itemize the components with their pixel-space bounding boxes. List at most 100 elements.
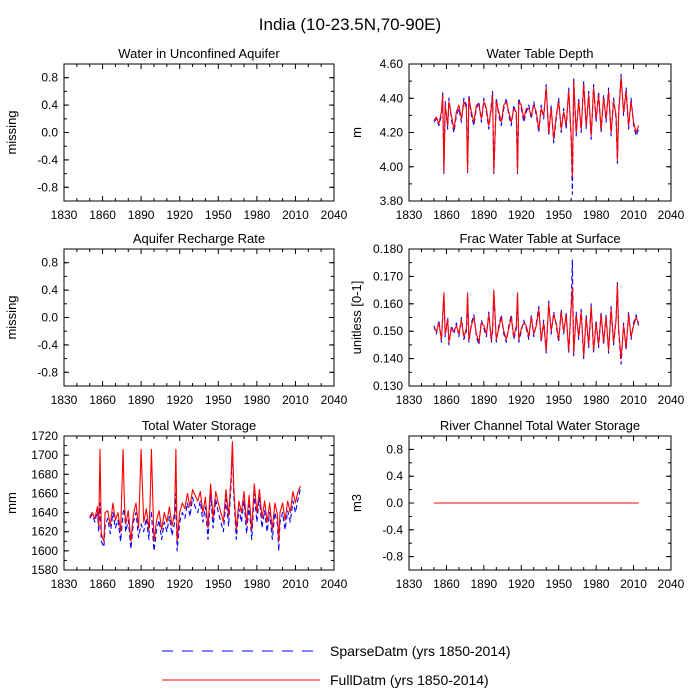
x-tick-label: 2040: [658, 577, 685, 591]
y-tick-label: 0.8: [386, 442, 403, 456]
y-tick-label: 0.0: [41, 126, 58, 140]
x-tick-label: 1980: [583, 577, 610, 591]
x-tick-label: 1890: [128, 393, 155, 407]
x-tick-label: 2010: [620, 577, 647, 591]
plot-frame: [63, 435, 335, 571]
y-tick-label: 0.180: [373, 242, 403, 256]
y-tick-label: 0.170: [373, 269, 403, 283]
series-line-fulldatm: [433, 284, 640, 360]
x-tick-label: 2010: [282, 393, 309, 407]
legend-full-label: FullDatm (yrs 1850-2014): [330, 672, 489, 688]
plot-frame: [408, 63, 672, 202]
x-tick-label: 1830: [396, 577, 423, 591]
legend: SparseDatm (yrs 1850-2014) FullDatm (yrs…: [162, 643, 511, 688]
x-tick-label: 1950: [205, 393, 232, 407]
y-tick-label: 3.80: [380, 194, 404, 208]
panel-2: Water Table Depth m 1830 1860 1890 1920 1950 19…: [349, 46, 685, 222]
y-tick-label: 0.160: [373, 297, 403, 311]
panel-title: Water in Unconfined Aquifer: [118, 46, 280, 61]
panel-title: River Channel Total Water Storage: [440, 418, 640, 433]
x-tick-label: 1920: [508, 208, 535, 222]
series-line-fulldatm: [433, 77, 640, 178]
panel-3: Aquifer Recharge Rate missing 1830 1860 1890…: [4, 231, 348, 407]
x-tick-label: 1950: [205, 208, 232, 222]
plot-frame: [408, 435, 672, 571]
x-tick-label: 1830: [396, 208, 423, 222]
x-tick-label: 1890: [128, 577, 155, 591]
y-tick-label: 1660: [31, 486, 58, 500]
panels: Water in Unconfined Aquifer missing 1830 18…: [4, 46, 685, 591]
y-tick-label: 0.4: [41, 98, 58, 112]
x-tick-label: 1830: [51, 577, 78, 591]
plot-frame: [408, 248, 672, 387]
y-tick-label: 4.00: [380, 160, 404, 174]
y-tick-label: 1620: [31, 525, 58, 539]
panel-4: Frac Water Table at Surface unitless [0-1…: [349, 231, 685, 407]
y-tick-label: 4.60: [380, 57, 404, 71]
panel-title: Frac Water Table at Surface: [459, 231, 620, 246]
x-tick-label: 1980: [583, 208, 610, 222]
y-tick-label: -0.8: [382, 550, 403, 564]
x-tick-label: 1920: [166, 577, 193, 591]
y-tick-label: 0.8: [41, 256, 58, 270]
y-tick-label: 1640: [31, 506, 58, 520]
plot-frame: [63, 63, 335, 202]
y-tick-label: 0.4: [386, 469, 403, 483]
legend-sparse-label: SparseDatm (yrs 1850-2014): [330, 643, 511, 659]
x-tick-label: 1860: [433, 393, 460, 407]
x-tick-label: 1980: [244, 577, 271, 591]
x-tick-label: 2010: [620, 393, 647, 407]
panel-5: Total Water Storage mm 1830 1860 1890 1920 195…: [4, 418, 348, 591]
panel-6: River Channel Total Water Storage m3 1830 1…: [349, 418, 685, 591]
x-tick-label: 1830: [396, 393, 423, 407]
y-axis-label: unitless [0-1]: [349, 281, 364, 355]
x-tick-label: 1830: [51, 393, 78, 407]
y-tick-label: 1680: [31, 467, 58, 481]
y-tick-label: 4.40: [380, 91, 404, 105]
y-tick-label: 4.20: [380, 126, 404, 140]
panel-title: Aquifer Recharge Rate: [133, 231, 265, 246]
x-tick-label: 1830: [51, 208, 78, 222]
x-tick-label: 2040: [658, 208, 685, 222]
x-tick-label: 2040: [321, 208, 348, 222]
x-tick-label: 1890: [471, 393, 498, 407]
x-tick-label: 1860: [89, 577, 116, 591]
panel-title: Water Table Depth: [487, 46, 594, 61]
x-tick-label: 1860: [433, 208, 460, 222]
figure-title: India (10-23.5N,70-90E): [259, 15, 441, 34]
x-tick-label: 1860: [89, 393, 116, 407]
y-tick-label: -0.4: [37, 153, 58, 167]
plot-frame: [63, 248, 335, 387]
x-tick-label: 1920: [508, 577, 535, 591]
x-tick-label: 1950: [545, 208, 572, 222]
y-axis-label: missing: [4, 295, 19, 339]
series-line-sparsedatm: [433, 73, 640, 195]
panel-title: Total Water Storage: [142, 418, 256, 433]
y-axis-label: missing: [4, 110, 19, 154]
y-axis-label: mm: [4, 492, 19, 514]
x-tick-label: 1980: [583, 393, 610, 407]
y-tick-label: 1600: [31, 544, 58, 558]
x-tick-label: 2040: [658, 393, 685, 407]
x-tick-label: 1860: [433, 577, 460, 591]
y-axis-label: m3: [349, 494, 364, 512]
x-tick-label: 1920: [166, 393, 193, 407]
x-tick-label: 2040: [321, 393, 348, 407]
x-tick-label: 1890: [471, 208, 498, 222]
y-tick-label: 0.150: [373, 324, 403, 338]
series-line-sparsedatm: [89, 445, 302, 552]
y-tick-label: -0.4: [37, 338, 58, 352]
y-tick-label: 0.0: [386, 496, 403, 510]
x-tick-label: 2010: [620, 208, 647, 222]
series-line-fulldatm: [89, 441, 302, 542]
y-tick-label: 0.140: [373, 352, 403, 366]
y-tick-label: 1700: [31, 448, 58, 462]
x-tick-label: 1980: [244, 208, 271, 222]
x-tick-label: 2040: [321, 577, 348, 591]
x-tick-label: 1920: [166, 208, 193, 222]
panel-1: Water in Unconfined Aquifer missing 1830 18…: [4, 46, 348, 222]
x-tick-label: 1890: [471, 577, 498, 591]
y-tick-label: -0.4: [382, 523, 403, 537]
x-tick-label: 1860: [89, 208, 116, 222]
